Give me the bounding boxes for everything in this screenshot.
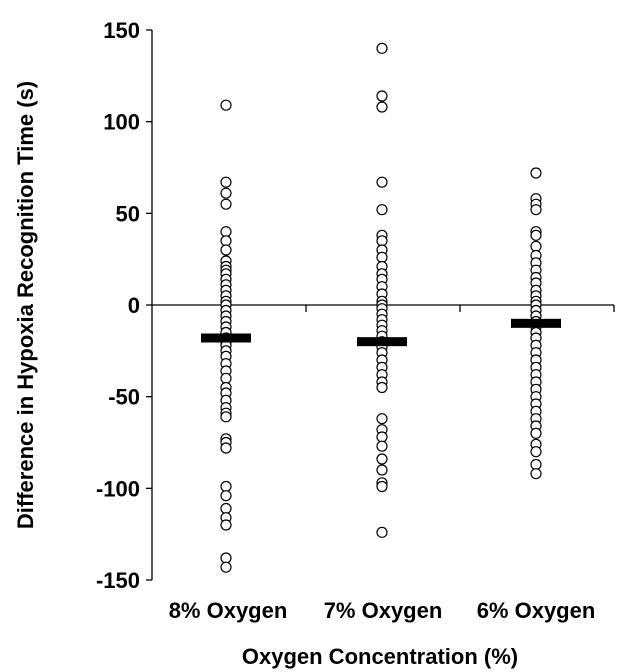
data-point [220, 552, 232, 564]
mean-bar [201, 333, 251, 343]
y-tick-label: -150 [96, 568, 140, 593]
data-point [220, 442, 232, 454]
data-point [376, 480, 388, 493]
data-point [220, 411, 232, 423]
data-point [530, 427, 542, 439]
mean-bar [357, 337, 407, 347]
data-point [376, 381, 388, 394]
x-axis-title: Oxygen Concentration (%) [242, 644, 518, 669]
y-tick-label: 0 [128, 293, 140, 318]
data-point [220, 561, 232, 573]
data-point [376, 431, 388, 443]
y-tick-label: -50 [108, 385, 140, 410]
data-point [376, 413, 388, 425]
y-tick-label: 50 [116, 201, 140, 226]
data-point [376, 204, 388, 216]
data-point [220, 372, 232, 384]
data-point [220, 226, 232, 238]
data-point [220, 490, 232, 502]
data-point [376, 440, 388, 452]
mean-bar [511, 318, 561, 328]
data-point [220, 187, 232, 199]
data-point [530, 229, 542, 241]
data-point [376, 90, 388, 102]
data-point [530, 458, 542, 471]
plot-area: 150 100 50 0 -50 -100 -150 8% Oxygen 7% Oxygen 6%… [96, 18, 615, 623]
data-point [220, 176, 232, 188]
data-point [220, 480, 232, 493]
y-axis-title: Difference in Hypoxia Recognition Time (… [13, 81, 38, 529]
data-point [220, 519, 232, 531]
y-tick-label: 150 [103, 18, 140, 43]
data-point [530, 446, 542, 458]
data-point [220, 244, 232, 256]
data-point [376, 453, 388, 465]
x-category-label: 6% Oxygen [477, 598, 596, 623]
data-point [530, 240, 542, 252]
data-point [376, 176, 388, 188]
data-point [220, 235, 232, 247]
x-category-label: 8% Oxygen [169, 598, 288, 623]
y-tick-label: -100 [96, 476, 140, 501]
data-point [220, 99, 232, 111]
data-point [530, 204, 542, 216]
x-category-label: 7% Oxygen [324, 598, 443, 623]
data-point [220, 502, 232, 515]
data-point [376, 464, 388, 476]
data-point [530, 468, 542, 480]
data-point [376, 526, 388, 538]
data-point [376, 235, 388, 247]
data-point [530, 167, 542, 179]
y-tick-label: 100 [103, 110, 140, 135]
data-point [376, 101, 388, 113]
data-point [220, 198, 232, 210]
data-point [376, 42, 388, 54]
data-point [376, 251, 388, 263]
